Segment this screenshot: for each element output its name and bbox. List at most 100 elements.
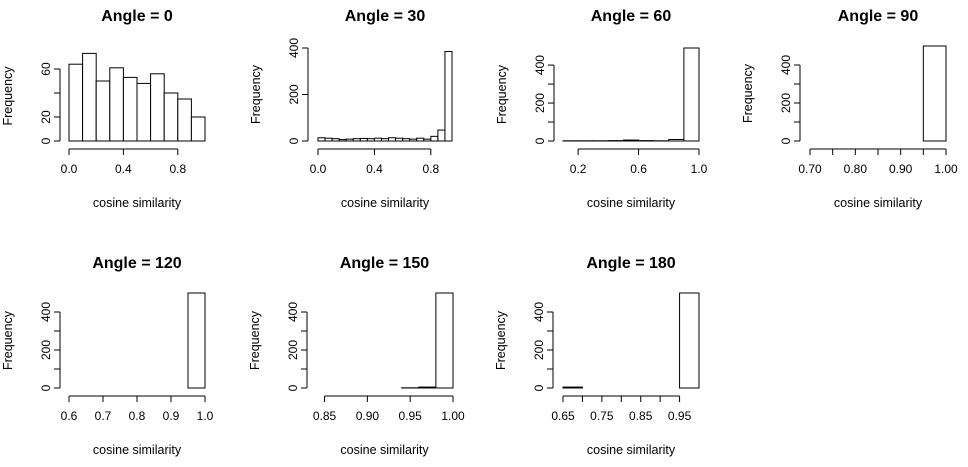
histogram-bar <box>68 63 84 142</box>
histogram-bar <box>187 292 206 389</box>
x-tick-label: 0.8 <box>169 162 186 176</box>
x-tick-label: 0.0 <box>310 162 327 176</box>
y-tick-label: 400 <box>532 302 546 322</box>
x-tick-label: 0.0 <box>61 162 78 176</box>
y-tick-label: 200 <box>533 93 547 113</box>
histogram-bar <box>345 138 354 142</box>
histogram-bar <box>359 137 368 142</box>
x-tick-label: 0.4 <box>366 162 383 176</box>
panel-title: Angle = 150 <box>340 255 429 272</box>
histogram-bar <box>409 138 418 142</box>
y-tick-label: 400 <box>286 302 300 322</box>
histogram-bar <box>388 137 397 142</box>
x-tick-label: 0.2 <box>570 162 587 176</box>
y-axis-label: Frequency <box>741 63 755 123</box>
x-tick-label: 0.8 <box>129 409 146 423</box>
histogram-bar <box>163 92 179 142</box>
histogram-bar <box>317 137 326 142</box>
histogram-bar <box>402 138 411 142</box>
panel-title: Angle = 180 <box>586 255 675 272</box>
x-tick-label: 0.85 <box>629 409 653 423</box>
x-tick-label: 0.80 <box>844 162 868 176</box>
histogram-bar <box>136 82 152 142</box>
histogram-bar <box>324 137 333 142</box>
y-tick-label: 0 <box>286 384 300 391</box>
histogram-bar <box>95 80 111 142</box>
histogram-panel-7: Angle = 180 0.65 0.75 0.85 0.95 0 200 400 cosine… <box>494 255 700 457</box>
y-axis-label: Frequency <box>1 310 15 370</box>
y-axis-label: Frequency <box>494 310 508 370</box>
histogram-bar <box>423 138 432 142</box>
histogram-bar <box>416 137 425 142</box>
y-tick-label: 200 <box>286 340 300 360</box>
y-axis-label: Frequency <box>249 64 263 124</box>
histogram-bar <box>373 137 382 142</box>
x-tick-label: 0.6 <box>630 162 647 176</box>
y-tick-label: 200 <box>287 84 301 104</box>
y-tick-label: 400 <box>39 302 53 322</box>
panel-title: Angle = 0 <box>101 8 173 25</box>
y-tick-label: 400 <box>287 38 301 58</box>
histogram-bar <box>418 386 437 389</box>
y-axis-label: Frequency <box>1 66 15 126</box>
histogram-panel-1: Angle = 0 0.0 0.4 0.8 0 20 60 cosine similarity… <box>1 8 206 210</box>
histogram-bar <box>122 76 138 142</box>
histogram-panel-6: Angle = 150 0.85 0.90 0.95 1.00 0 200 400 cosine… <box>248 255 465 457</box>
x-axis-label: cosine similarity <box>93 196 182 210</box>
histogram-bar <box>190 116 206 142</box>
x-tick-label: 0.75 <box>590 409 614 423</box>
panel-title: Angle = 120 <box>92 255 181 272</box>
y-tick-label: 200 <box>39 340 53 360</box>
y-tick-label: 0 <box>287 137 301 144</box>
x-axis-label: cosine similarity <box>341 196 430 210</box>
x-tick-label: 0.85 <box>313 409 337 423</box>
panel-title: Angle = 30 <box>345 8 426 25</box>
x-tick-label: 1.0 <box>197 409 214 423</box>
histogram-bar <box>668 138 685 142</box>
histogram-bar <box>352 138 361 142</box>
x-axis-label: cosine similarity <box>587 443 676 457</box>
y-axis-label: Frequency <box>248 310 262 370</box>
histogram-bar <box>150 73 165 142</box>
histogram-bar <box>82 52 97 142</box>
x-tick-label: 0.8 <box>422 162 439 176</box>
x-tick-label: 0.95 <box>668 409 692 423</box>
y-tick-label: 400 <box>533 55 547 75</box>
histogram-panel-2: Angle = 30 0.0 0.4 0.8 0 200 400 cosine similar… <box>249 8 453 210</box>
histogram-panel-4: Angle = 90 0.70 0.80 0.90 1.00 0 200 400 cosine … <box>741 8 958 210</box>
y-tick-label: 0 <box>532 384 546 391</box>
x-axis-label: cosine similarity <box>93 443 182 457</box>
histogram-bar <box>338 139 347 142</box>
histogram-bar <box>109 67 124 142</box>
histogram-bar <box>922 45 947 142</box>
y-tick-label: 0 <box>533 137 547 144</box>
x-tick-label: 0.6 <box>61 409 78 423</box>
y-tick-label: 0 <box>779 137 793 144</box>
x-tick-label: 1.00 <box>934 162 958 176</box>
histogram-bar <box>430 135 439 142</box>
y-tick-label: 20 <box>39 110 53 124</box>
y-axis-label: Frequency <box>495 64 509 124</box>
x-tick-label: 0.90 <box>889 162 913 176</box>
histogram-panel-5: Angle = 120 0.6 0.7 0.8 0.9 1.0 0 200 400 cosine … <box>1 255 214 457</box>
x-tick-label: 0.7 <box>95 409 112 423</box>
panel-title: Angle = 60 <box>591 8 672 25</box>
histogram-bar <box>435 292 454 389</box>
histogram-bar <box>366 138 375 142</box>
y-tick-label: 200 <box>779 93 793 113</box>
histogram-bar <box>437 129 446 142</box>
histogram-bar <box>562 386 583 389</box>
x-axis-label: cosine similarity <box>587 196 676 210</box>
histogram-bar <box>331 138 340 142</box>
y-tick-label: 0 <box>39 384 53 391</box>
y-tick-label: 200 <box>532 340 546 360</box>
x-axis-label: cosine similarity <box>834 196 923 210</box>
x-tick-label: 0.65 <box>551 409 575 423</box>
histogram-bar <box>395 137 404 142</box>
x-tick-label: 0.9 <box>163 409 180 423</box>
x-tick-label: 0.4 <box>115 162 132 176</box>
y-tick-label: 60 <box>39 62 53 76</box>
histogram-panel-3: Angle = 60 0.2 0.6 1.0 0 200 400 cosine similar… <box>495 8 708 210</box>
x-tick-label: 0.70 <box>798 162 822 176</box>
